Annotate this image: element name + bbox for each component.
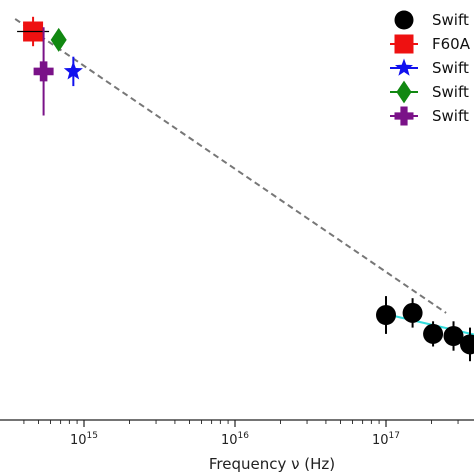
- legend-item: Swift: [394, 10, 469, 30]
- legend-marker-star: [395, 58, 413, 76]
- legend-label: Swift: [432, 83, 469, 101]
- data-point-star: [63, 61, 83, 80]
- data-point-circle: [376, 305, 396, 325]
- legend-marker-circle: [394, 10, 414, 30]
- legend-marker-square: [394, 34, 414, 54]
- data-point-circle: [460, 334, 474, 355]
- powerlaw-fit-line: [14, 18, 447, 314]
- legend-item: Swift: [390, 106, 469, 126]
- legend-label: Swift: [432, 107, 469, 125]
- legend-item: F60A: [390, 34, 471, 54]
- legend-label: F60A: [432, 35, 471, 53]
- x-axis-label: Frequency ν (Hz): [209, 455, 335, 473]
- data-point-circle: [423, 323, 444, 344]
- legend-label: Swift: [432, 11, 469, 29]
- legend-item: Swift: [390, 80, 469, 104]
- x-tick-label: 1017: [372, 431, 400, 448]
- data-point-diamond: [50, 27, 67, 52]
- x-tick-label: 1016: [221, 431, 249, 448]
- data-point-circle: [443, 326, 464, 346]
- legend-item: Swift: [390, 58, 469, 77]
- legend-marker-plus: [394, 106, 414, 126]
- x-tick-label: 1015: [70, 431, 98, 448]
- data-points: [17, 16, 474, 362]
- legend-marker-diamond: [396, 80, 412, 104]
- data-point-circle: [402, 302, 423, 323]
- x-ticks: 1015 1016 1017: [23, 420, 459, 448]
- data-point-plus: [33, 61, 54, 82]
- legend: Swift F60A Swift Swift Swift: [390, 10, 471, 126]
- legend-label: Swift: [432, 59, 469, 77]
